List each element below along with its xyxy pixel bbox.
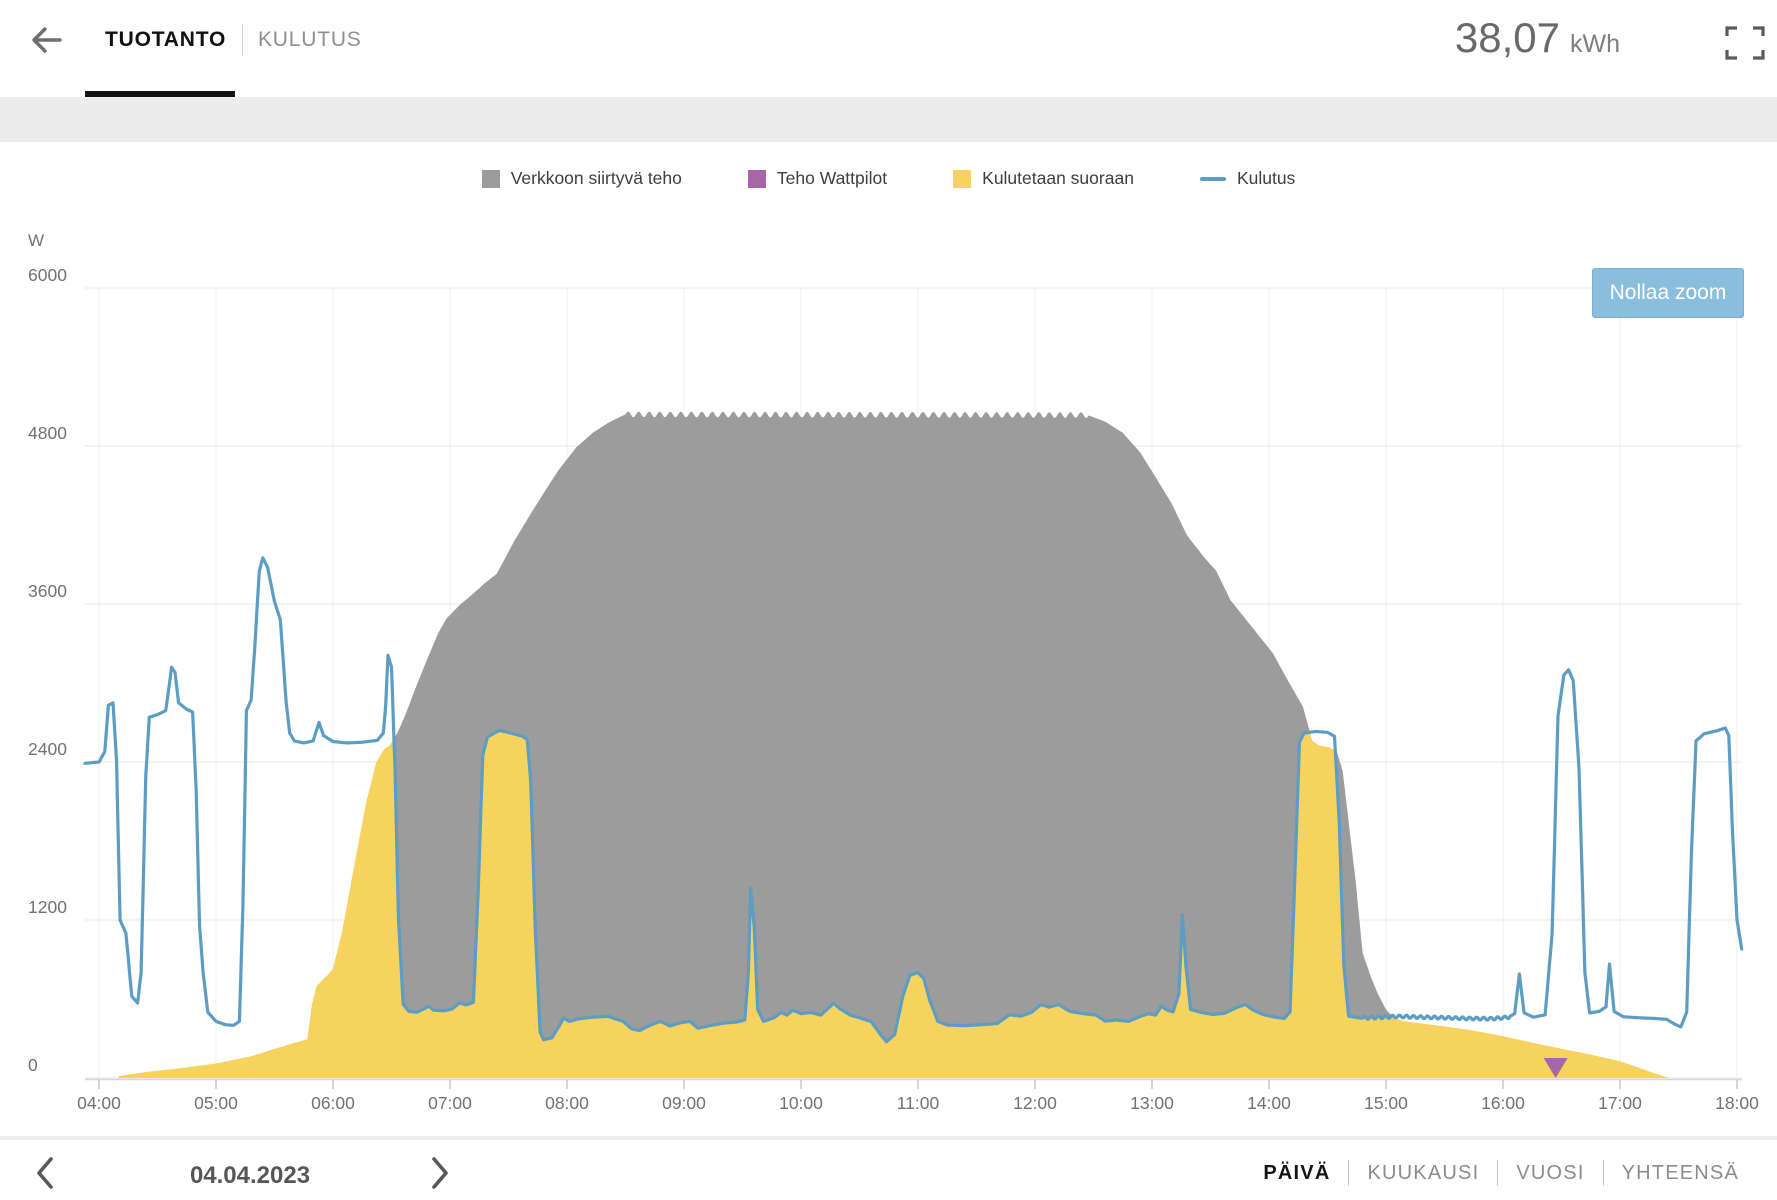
range-tabs: PÄIVÄ KUUKAUSI VUOSI YHTEENSÄ	[1245, 1160, 1757, 1186]
range-tab-yhteensä[interactable]: YHTEENSÄ	[1621, 1161, 1739, 1184]
y-axis-tick-label: 0	[28, 1055, 38, 1075]
legend-label: Kulutus	[1236, 168, 1296, 188]
fullscreen-icon	[1725, 26, 1765, 60]
footer-bar: 04.04.2023 PÄIVÄ KUUKAUSI VUOSI YHTEENSÄ	[0, 1136, 1777, 1200]
consumption-line	[83, 556, 1744, 1044]
next-day-button[interactable]	[425, 1154, 455, 1192]
legend-item-0[interactable]: Verkkoon siirtyvä teho	[481, 168, 682, 189]
y-axis-tick-label: 2400	[28, 739, 67, 759]
energy-total: 38,07 kWh	[1455, 14, 1620, 62]
x-axis-tick-label: 17:00	[1598, 1093, 1642, 1113]
active-tab-indicator	[85, 91, 235, 97]
range-tab-separator	[1497, 1160, 1499, 1186]
legend-swatch-icon	[1199, 176, 1226, 181]
grid-export-area	[118, 411, 1670, 1079]
x-axis-tick-label: 08:00	[545, 1093, 589, 1113]
tab-tuotanto[interactable]: TUOTANTO	[105, 28, 227, 51]
legend-swatch-icon	[747, 169, 766, 188]
range-tab-separator	[1602, 1160, 1604, 1186]
y-axis-tick-label: 6000	[28, 265, 67, 285]
back-button[interactable]	[26, 20, 66, 60]
direct-use-area	[118, 730, 1670, 1078]
x-axis-tick-label: 12:00	[1013, 1093, 1057, 1113]
chevron-left-icon	[37, 1157, 53, 1189]
header-bar: TUOTANTO KULUTUS 38,07 kWh	[0, 0, 1777, 97]
x-axis-tick-label: 09:00	[662, 1093, 706, 1113]
chart-legend: Verkkoon siirtyvä teho Teho Wattpilot Kulu…	[0, 168, 1777, 189]
legend-item-1[interactable]: Teho Wattpilot	[747, 168, 888, 189]
x-axis-tick-label: 06:00	[311, 1093, 355, 1113]
y-axis-unit-label: W	[28, 231, 45, 250]
chevron-right-icon	[432, 1157, 448, 1189]
x-axis-tick-label: 10:00	[779, 1093, 823, 1113]
fullscreen-button[interactable]	[1725, 26, 1765, 60]
y-axis-tick-label: 1200	[28, 897, 67, 917]
legend-label: Teho Wattpilot	[776, 168, 888, 188]
tab-divider	[242, 24, 243, 56]
y-axis-tick-label: 3600	[28, 581, 67, 601]
legend-swatch-icon	[953, 169, 972, 188]
x-axis-tick-label: 14:00	[1247, 1093, 1291, 1113]
energy-value: 38,07	[1454, 14, 1560, 61]
wattpilot-marker	[1543, 1058, 1568, 1078]
range-tab-päivä[interactable]: PÄIVÄ	[1263, 1161, 1331, 1184]
reset-zoom-button[interactable]: Nollaa zoom	[1592, 268, 1744, 318]
range-tab-kuukausi[interactable]: KUUKAUSI	[1367, 1161, 1480, 1184]
chart-plot-area[interactable]: 04:00 05:00 06:00 07:00 08:00 09:00 10:00 11:00…	[0, 140, 1777, 1136]
legend-label: Kulutetaan suoraan	[982, 168, 1134, 188]
legend-swatch-icon	[481, 169, 500, 188]
tab-kulutus[interactable]: KULUTUS	[258, 28, 362, 51]
energy-unit: kWh	[1570, 30, 1620, 58]
legend-label: Verkkoon siirtyvä teho	[510, 168, 682, 188]
previous-day-button[interactable]	[30, 1154, 60, 1192]
header-separator-band	[0, 97, 1777, 142]
legend-item-3[interactable]: Kulutus	[1199, 168, 1296, 189]
legend-item-2[interactable]: Kulutetaan suoraan	[953, 168, 1134, 189]
x-axis-tick-label: 13:00	[1130, 1093, 1174, 1113]
x-axis-tick-label: 11:00	[897, 1093, 940, 1113]
range-tab-vuosi[interactable]: VUOSI	[1516, 1161, 1585, 1184]
arrow-left-icon	[32, 27, 62, 53]
x-axis-tick-label: 16:00	[1481, 1093, 1525, 1113]
x-axis-tick-label: 15:00	[1364, 1093, 1408, 1113]
y-axis-tick-label: 4800	[28, 423, 67, 443]
date-label: 04.04.2023	[189, 1162, 311, 1189]
range-tab-separator	[1348, 1160, 1350, 1186]
x-axis-tick-label: 18:00	[1715, 1093, 1759, 1113]
x-axis-tick-label: 07:00	[428, 1093, 472, 1113]
x-axis-tick-label: 05:00	[194, 1093, 238, 1113]
x-axis-tick-label: 04:00	[77, 1093, 121, 1113]
